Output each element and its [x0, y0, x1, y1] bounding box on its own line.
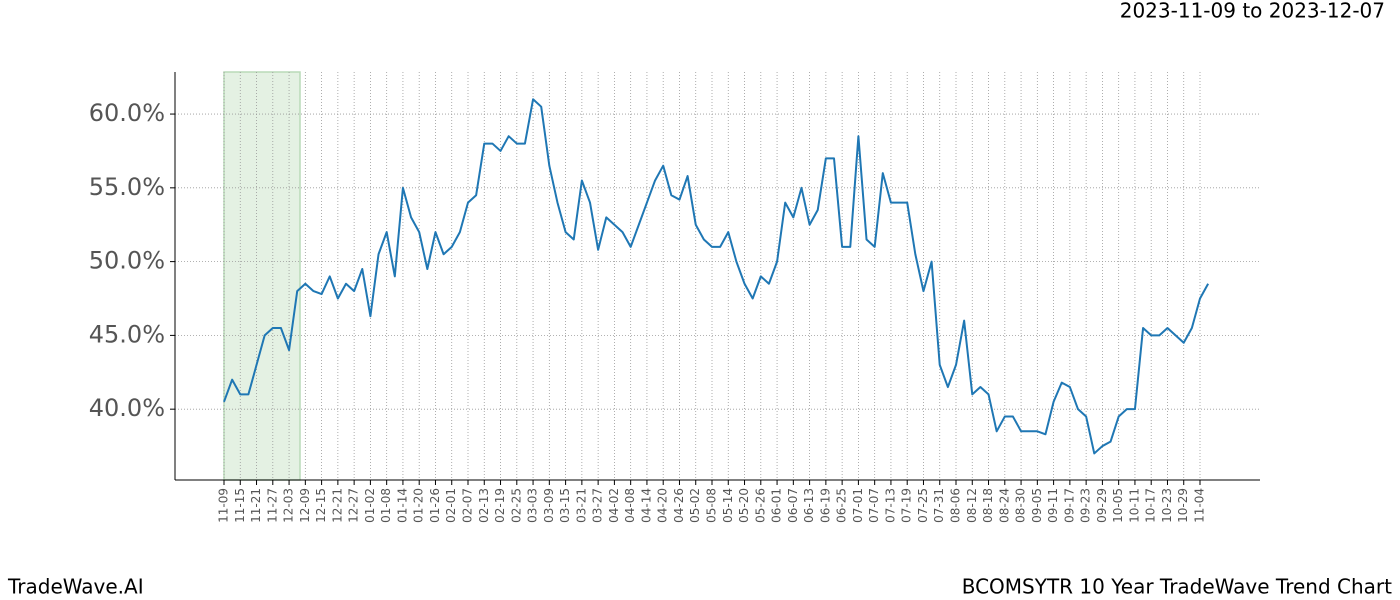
x-tick-label: 11-09	[217, 488, 231, 523]
x-tick-label: 10-23	[1160, 488, 1174, 523]
x-tick-label: 08-24	[997, 488, 1011, 523]
x-tick-label: 08-06	[949, 488, 963, 523]
footer-left: TradeWave.AI	[7, 575, 144, 599]
x-tick-label: 12-27	[347, 488, 361, 523]
x-tick-label: 12-03	[282, 488, 296, 523]
x-tick-label: 01-14	[395, 488, 409, 523]
x-tick-label: 05-26	[753, 488, 767, 523]
x-tick-label: 02-25	[509, 488, 523, 523]
x-tick-label: 01-26	[428, 488, 442, 523]
x-tick-label: 10-29	[1176, 488, 1190, 523]
x-tick-label: 12-21	[330, 488, 344, 523]
x-tick-label: 10-17	[1144, 488, 1158, 523]
x-tick-label: 08-18	[981, 488, 995, 523]
x-tick-label: 05-14	[721, 488, 735, 523]
x-tick-label: 04-14	[639, 488, 653, 523]
x-tick-label: 02-13	[477, 488, 491, 523]
x-tick-label: 07-19	[900, 488, 914, 523]
x-tick-label: 03-15	[558, 488, 572, 523]
x-tick-label: 07-07	[867, 488, 881, 523]
x-tick-label: 03-03	[526, 488, 540, 523]
x-tick-label: 09-05	[1030, 488, 1044, 523]
x-tick-label: 01-08	[379, 488, 393, 523]
x-tick-label: 02-07	[461, 488, 475, 523]
x-tick-label: 10-05	[1111, 488, 1125, 523]
y-tick-label: 55.0%	[89, 173, 165, 201]
series-line	[223, 98, 1210, 455]
x-tick-label: 07-31	[932, 488, 946, 523]
x-tick-label: 07-13	[883, 488, 897, 523]
x-tick-label: 01-20	[412, 488, 426, 523]
x-tick-label: 04-26	[672, 488, 686, 523]
x-tick-label: 09-23	[1079, 488, 1093, 523]
y-tick-label: 40.0%	[89, 394, 165, 422]
x-tick-label: 02-01	[444, 488, 458, 523]
y-tick-label: 50.0%	[89, 247, 165, 275]
x-tick-label: 05-08	[705, 488, 719, 523]
x-tick-label: 01-02	[363, 488, 377, 523]
highlight-band	[223, 71, 301, 481]
x-tick-label: 06-25	[835, 488, 849, 523]
x-tick-label: 06-01	[770, 488, 784, 523]
x-tick-label: 09-11	[1046, 488, 1060, 523]
subtitle: 2023-11-09 to 2023-12-07	[1120, 0, 1385, 23]
x-tick-label: 12-15	[314, 488, 328, 523]
x-tick-label: 07-01	[851, 488, 865, 523]
x-tick-label: 06-19	[818, 488, 832, 523]
x-tick-label: 04-02	[607, 488, 621, 523]
x-tick-label: 09-17	[1062, 488, 1076, 523]
x-tick-label: 05-02	[688, 488, 702, 523]
x-tick-label: 04-20	[656, 488, 670, 523]
x-tick-label: 06-13	[802, 488, 816, 523]
x-tick-label: 08-12	[965, 488, 979, 523]
x-tick-label: 09-29	[1095, 488, 1109, 523]
x-tick-label: 03-27	[591, 488, 605, 523]
x-tick-label: 12-09	[298, 488, 312, 523]
x-tick-label: 03-21	[574, 488, 588, 523]
x-tick-label: 08-30	[1014, 488, 1028, 523]
x-tick-label: 11-15	[233, 488, 247, 523]
x-tick-label: 10-11	[1127, 488, 1141, 523]
y-tick-label: 60.0%	[89, 99, 165, 127]
x-tick-label: 05-20	[737, 488, 751, 523]
x-tick-label: 11-04	[1193, 488, 1207, 523]
x-tick-label: 07-25	[916, 488, 930, 523]
y-tick-label: 45.0%	[89, 320, 165, 348]
x-tick-label: 06-07	[786, 488, 800, 523]
x-tick-label: 03-09	[542, 488, 556, 523]
footer-right: BCOMSYTR 10 Year TradeWave Trend Chart	[962, 575, 1392, 599]
x-tick-label: 04-08	[623, 488, 637, 523]
x-tick-label: 11-27	[265, 488, 279, 523]
x-tick-label: 11-21	[249, 488, 263, 523]
x-tick-label: 02-19	[493, 488, 507, 523]
